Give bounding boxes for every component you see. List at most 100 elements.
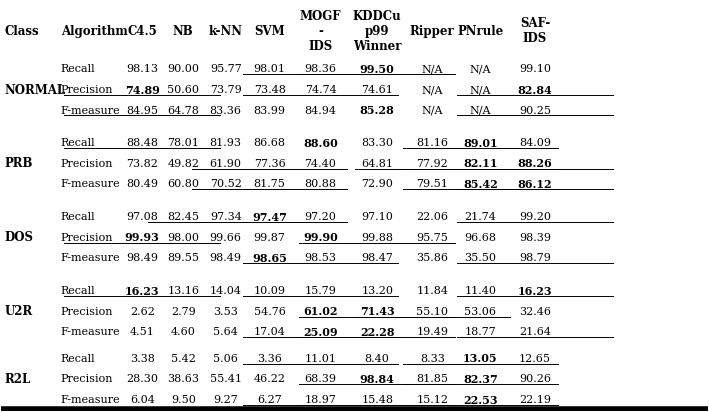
Text: 11.01: 11.01 (305, 354, 337, 364)
Text: 95.75: 95.75 (416, 233, 448, 243)
Text: 19.49: 19.49 (416, 327, 448, 337)
Text: 99.90: 99.90 (303, 232, 338, 243)
Text: R2L: R2L (4, 373, 30, 386)
Text: 21.64: 21.64 (519, 327, 551, 337)
Text: 68.39: 68.39 (305, 375, 337, 384)
Text: U2R: U2R (4, 305, 33, 318)
Text: 9.50: 9.50 (171, 395, 196, 405)
Text: F-measure: F-measure (61, 180, 121, 190)
Text: Recall: Recall (61, 354, 96, 364)
Text: 25.09: 25.09 (303, 327, 338, 338)
Text: Precision: Precision (61, 375, 113, 384)
Text: 90.25: 90.25 (519, 105, 551, 115)
Text: 21.74: 21.74 (464, 212, 496, 222)
Text: 15.12: 15.12 (416, 395, 448, 405)
Text: 98.79: 98.79 (519, 253, 551, 263)
Text: 85.42: 85.42 (463, 179, 498, 190)
Text: KDDCu
p99
Winner: KDDCu p99 Winner (353, 10, 401, 53)
Text: 12.65: 12.65 (519, 354, 551, 364)
Text: 97.10: 97.10 (361, 212, 393, 222)
Text: 81.85: 81.85 (416, 375, 448, 384)
Text: 80.88: 80.88 (305, 180, 337, 190)
Text: 98.84: 98.84 (359, 374, 395, 385)
Text: 81.16: 81.16 (416, 138, 448, 148)
Text: 82.45: 82.45 (167, 212, 199, 222)
Text: 28.30: 28.30 (126, 375, 158, 384)
Text: 83.36: 83.36 (210, 105, 242, 115)
Text: 82.37: 82.37 (463, 374, 498, 385)
Text: 46.22: 46.22 (254, 375, 286, 384)
Text: 50.60: 50.60 (167, 85, 199, 95)
Text: Recall: Recall (61, 138, 96, 148)
Text: 11.84: 11.84 (416, 286, 448, 296)
Text: 18.77: 18.77 (464, 327, 496, 337)
Text: 35.50: 35.50 (464, 253, 496, 263)
Text: 64.81: 64.81 (361, 159, 393, 169)
Text: 5.64: 5.64 (213, 327, 238, 337)
Text: 88.60: 88.60 (303, 138, 338, 149)
Text: 4.51: 4.51 (130, 327, 155, 337)
Text: 22.06: 22.06 (416, 212, 448, 222)
Text: Recall: Recall (61, 212, 96, 222)
Text: 22.53: 22.53 (463, 395, 498, 405)
Text: 89.55: 89.55 (167, 253, 199, 263)
Text: Class: Class (4, 25, 39, 38)
Text: 97.08: 97.08 (126, 212, 158, 222)
Text: 14.04: 14.04 (210, 286, 242, 296)
Text: 84.95: 84.95 (126, 105, 158, 115)
Text: 32.46: 32.46 (519, 307, 551, 317)
Text: N/A: N/A (469, 85, 491, 95)
Text: 78.01: 78.01 (167, 138, 199, 148)
Text: 17.04: 17.04 (254, 327, 286, 337)
Text: 81.93: 81.93 (210, 138, 242, 148)
Text: 85.28: 85.28 (359, 105, 394, 116)
Text: 35.86: 35.86 (416, 253, 448, 263)
Text: 98.47: 98.47 (361, 253, 393, 263)
Text: 98.49: 98.49 (126, 253, 158, 263)
Text: 22.19: 22.19 (519, 395, 551, 405)
Text: DOS: DOS (4, 231, 33, 244)
Text: 54.76: 54.76 (254, 307, 286, 317)
Text: Precision: Precision (61, 85, 113, 95)
Text: 98.00: 98.00 (167, 233, 199, 243)
Text: 95.77: 95.77 (210, 64, 242, 75)
Text: 99.50: 99.50 (359, 64, 394, 75)
Text: 98.65: 98.65 (252, 253, 287, 264)
Text: 38.63: 38.63 (167, 375, 199, 384)
Text: Ripper: Ripper (410, 25, 454, 38)
Text: 97.20: 97.20 (305, 212, 337, 222)
Text: 99.88: 99.88 (361, 233, 393, 243)
Text: 3.36: 3.36 (257, 354, 282, 364)
Text: 97.47: 97.47 (252, 212, 287, 223)
Text: 98.36: 98.36 (305, 64, 337, 75)
Text: 83.99: 83.99 (254, 105, 286, 115)
Text: k-NN: k-NN (208, 25, 242, 38)
Text: 99.66: 99.66 (210, 233, 242, 243)
Text: N/A: N/A (422, 64, 443, 75)
Text: 84.94: 84.94 (305, 105, 337, 115)
Text: 6.27: 6.27 (257, 395, 282, 405)
Text: Recall: Recall (61, 286, 96, 296)
Text: 61.02: 61.02 (303, 306, 337, 317)
Text: 89.01: 89.01 (463, 138, 498, 149)
Text: 13.05: 13.05 (463, 353, 498, 365)
Text: MOGF
-
IDS: MOGF - IDS (300, 10, 341, 53)
Text: 90.26: 90.26 (519, 375, 551, 384)
Text: 73.82: 73.82 (126, 159, 158, 169)
Text: F-measure: F-measure (61, 327, 121, 337)
Text: 74.89: 74.89 (125, 84, 160, 96)
Text: 13.16: 13.16 (167, 286, 199, 296)
Text: 3.53: 3.53 (213, 307, 238, 317)
Text: 98.53: 98.53 (305, 253, 337, 263)
Text: 49.82: 49.82 (167, 159, 199, 169)
Text: 82.11: 82.11 (463, 158, 498, 169)
Text: 22.28: 22.28 (360, 327, 394, 338)
Text: 60.80: 60.80 (167, 180, 199, 190)
Text: 84.09: 84.09 (519, 138, 551, 148)
Text: 96.68: 96.68 (464, 233, 496, 243)
Text: N/A: N/A (422, 85, 443, 95)
Text: 88.26: 88.26 (518, 158, 552, 169)
Text: 74.40: 74.40 (305, 159, 337, 169)
Text: 97.34: 97.34 (210, 212, 242, 222)
Text: 99.20: 99.20 (519, 212, 551, 222)
